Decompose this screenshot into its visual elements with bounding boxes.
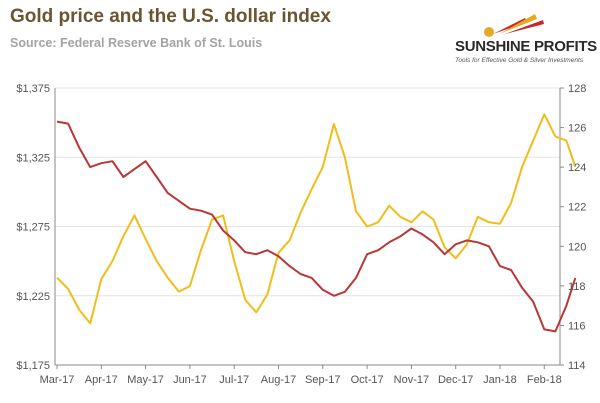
- logo-name: SUNSHINE PROFITS: [455, 38, 597, 55]
- tick-labels: $1,175 $1,225 $1,275 $1,325 $1,375 114 116 118 1…: [16, 83, 586, 386]
- x-tick-label: Feb-18: [527, 374, 562, 386]
- axes: [54, 87, 564, 369]
- x-tick-label: Dec-17: [438, 374, 473, 386]
- x-tick-label: Apr-17: [85, 374, 118, 386]
- y-right-tick-label: 126: [568, 123, 586, 135]
- x-tick-label: Jun-17: [173, 374, 207, 386]
- x-tick-label: Nov-17: [394, 374, 429, 386]
- logo: SUNSHINE PROFITS Tools for Effective Gol…: [455, 8, 597, 72]
- y-right-tick-label: 124: [568, 162, 586, 174]
- series-line-gold: [56, 113, 577, 325]
- chart-subtitle: Source: Federal Reserve Bank of St. Loui…: [10, 36, 263, 50]
- y-left-tick-label: $1,275: [16, 222, 50, 234]
- chart-title: Gold price and the U.S. dollar index: [10, 6, 331, 27]
- y-right-tick-label: 116: [568, 320, 586, 332]
- x-tick-label: Sep-17: [305, 374, 340, 386]
- y-right-tick-label: 118: [568, 281, 586, 293]
- sun-logo-icon: [484, 14, 544, 37]
- y-left-tick-label: $1,375: [16, 83, 50, 95]
- y-right-tick-label: 114: [568, 360, 586, 372]
- x-tick-label: Mar-17: [40, 374, 75, 386]
- x-tick-label: Jul-17: [219, 374, 249, 386]
- series-line-dollar: [56, 120, 577, 333]
- y-left-tick-label: $1,225: [16, 291, 50, 303]
- gridlines: [55, 87, 560, 366]
- y-left-tick-label: $1,325: [16, 152, 50, 164]
- y-left-tick-label: $1,175: [16, 360, 50, 372]
- y-right-tick-label: 128: [568, 83, 586, 95]
- x-tick-label: May-17: [127, 374, 164, 386]
- logo-tagline: Tools for Effective Gold & Silver Invest…: [455, 57, 584, 64]
- x-tick-label: Aug-17: [261, 374, 296, 386]
- series-lines: [56, 113, 577, 333]
- y-right-tick-label: 120: [568, 241, 586, 253]
- x-tick-label: Jan-18: [483, 374, 517, 386]
- y-right-tick-label: 122: [568, 202, 586, 214]
- x-tick-label: Oct-17: [351, 374, 384, 386]
